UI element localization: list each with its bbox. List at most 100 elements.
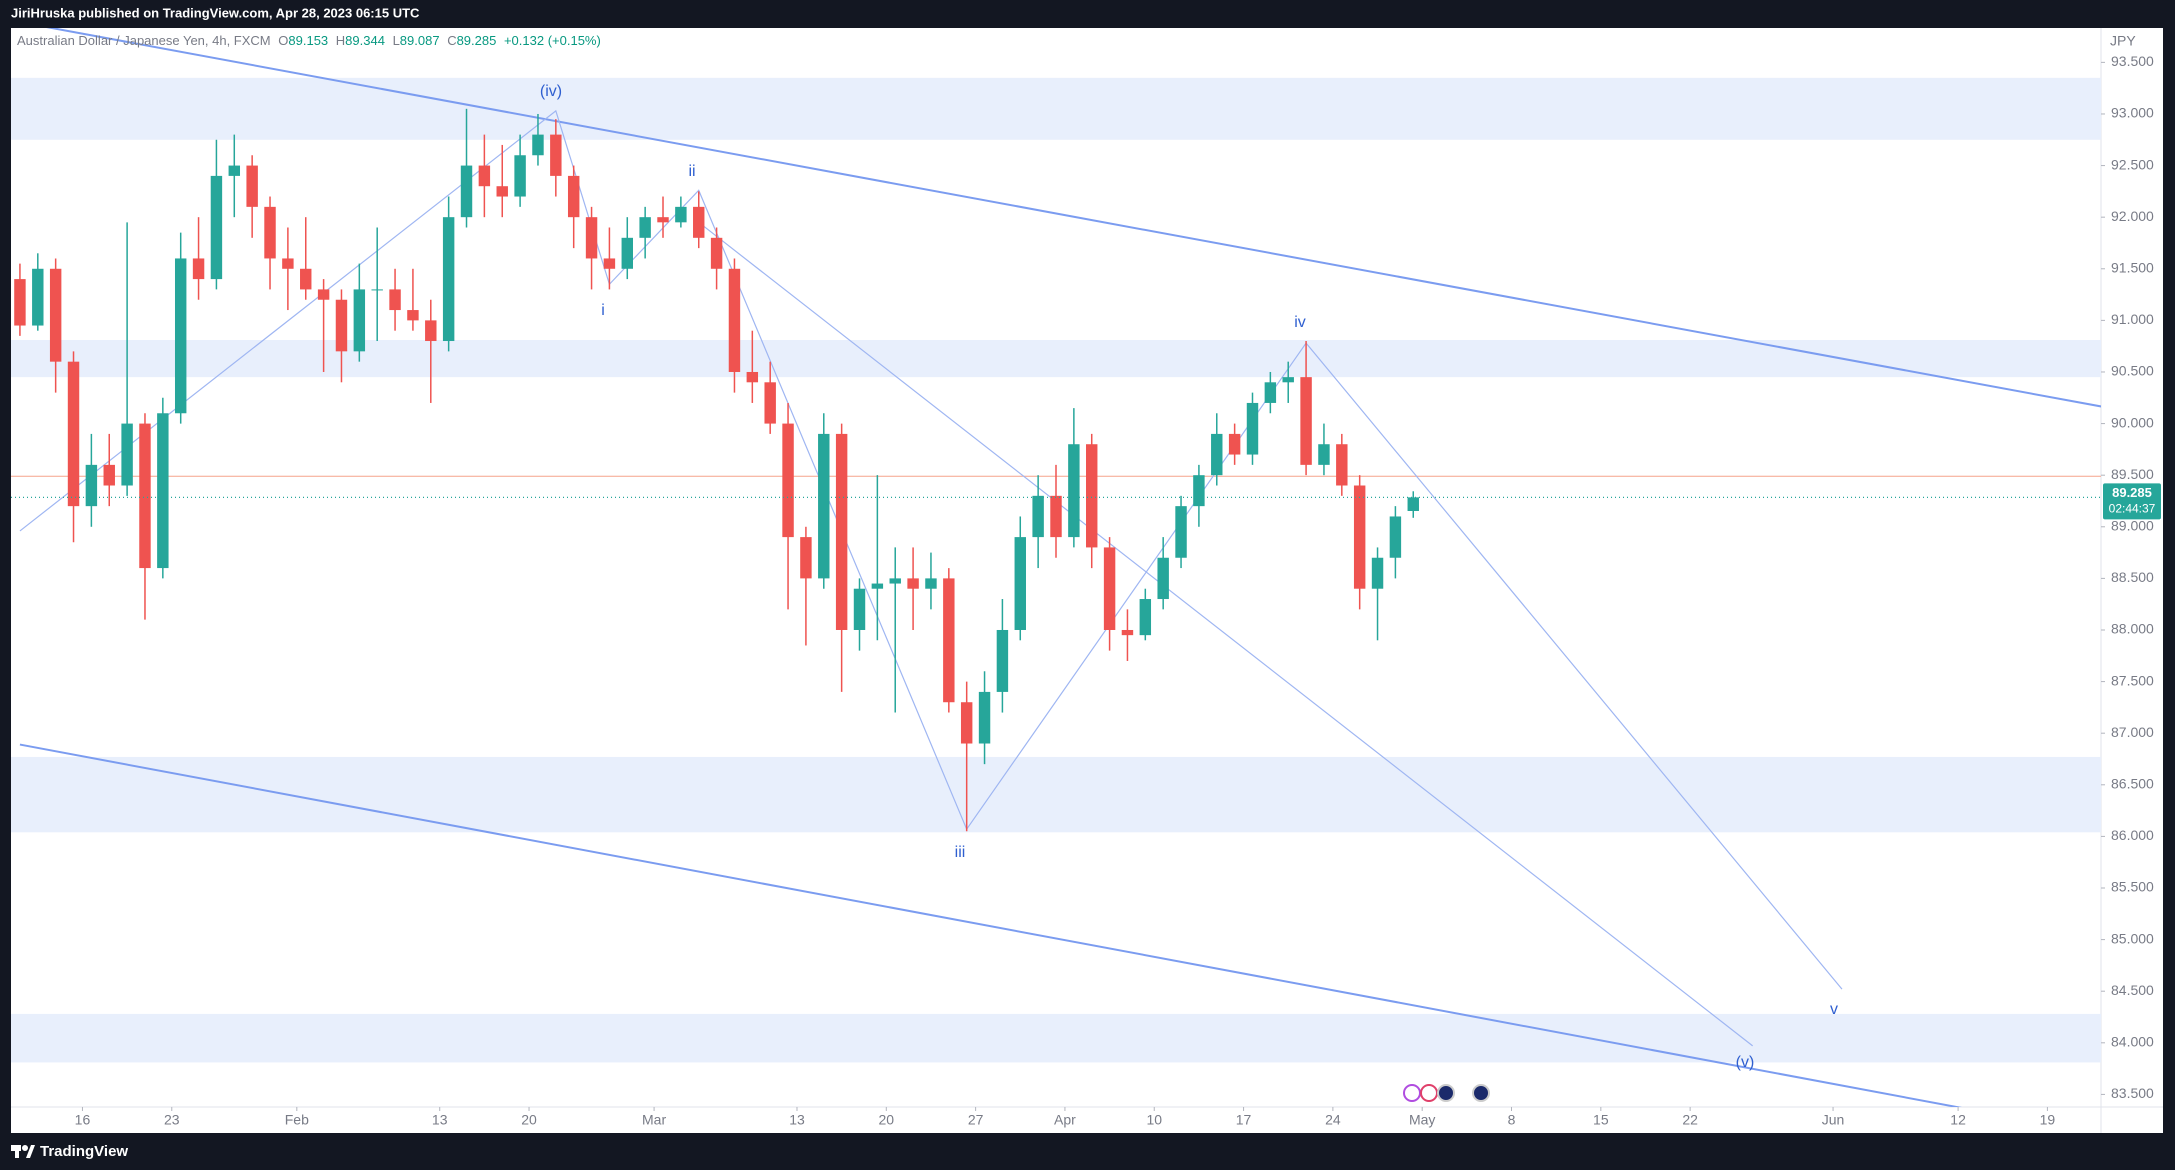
candle-body (960, 702, 973, 744)
y-tick-label: 92.500 (2111, 156, 2154, 172)
zone (11, 1013, 2101, 1063)
y-tick-label: 88.000 (2111, 621, 2154, 637)
candle-body (1282, 377, 1294, 383)
y-tick-label: 93.000 (2111, 105, 2154, 121)
change: +0.132 (+0.15%) (504, 33, 601, 48)
last-price-label: 89.285 (2112, 485, 2152, 500)
y-tick-label: 93.500 (2111, 53, 2154, 69)
close-value: 89.285 (457, 33, 497, 48)
x-tick-label: 20 (879, 1112, 895, 1128)
candle-body (460, 165, 473, 218)
event-icon[interactable] (1420, 1084, 1438, 1102)
candle-body (1211, 433, 1223, 476)
overlay: 83.500 84.000 84.500 85.000 85.500 86.000 86.5… (75, 53, 2161, 1128)
event-icon[interactable] (1472, 1084, 1490, 1102)
wave-label: iii (955, 844, 966, 861)
x-tick-label: 16 (75, 1112, 91, 1128)
y-tick-label: 84.000 (2111, 1034, 2154, 1050)
zone (11, 339, 2101, 378)
candle-body (1050, 495, 1062, 538)
candle-body (442, 217, 455, 342)
candle-body (907, 578, 919, 589)
y-tick-label: 86.500 (2111, 775, 2154, 791)
high-value: 89.344 (345, 33, 385, 48)
x-tick-label: Mar (642, 1112, 666, 1128)
x-tick-label: 19 (2040, 1112, 2056, 1128)
y-tick-label: 84.500 (2111, 982, 2154, 998)
candle-body (996, 629, 1009, 692)
candle-body (335, 299, 348, 352)
candle-body (1068, 444, 1080, 538)
candle-body (157, 413, 169, 569)
candle-body (210, 175, 223, 280)
low-value: 89.087 (400, 33, 440, 48)
event-icon[interactable] (1403, 1084, 1421, 1102)
wave-label: ii (688, 163, 695, 180)
candle-body (264, 206, 276, 259)
wave-label: (v) (1736, 1054, 1755, 1071)
candle-body (49, 268, 62, 362)
y-tick-label: 89.000 (2111, 517, 2154, 533)
candle-body (871, 583, 884, 589)
candle-body (550, 134, 562, 176)
candle-body (139, 423, 151, 569)
candle-body (675, 206, 687, 223)
x-tick-label: 27 (968, 1112, 984, 1128)
open-value: 89.153 (288, 33, 328, 48)
event-icon[interactable] (1437, 1084, 1455, 1102)
logo-dot (22, 1145, 28, 1151)
candle-body (1371, 557, 1384, 589)
candle-body (800, 537, 812, 579)
candle-body (1407, 497, 1419, 511)
candle-body (567, 175, 580, 218)
y-tick-label: 87.000 (2111, 724, 2154, 740)
zone (11, 756, 2101, 833)
y-tick-label: 90.500 (2111, 363, 2154, 379)
candle-body (943, 578, 955, 703)
y-tick-label: 83.500 (2111, 1085, 2154, 1101)
candle-body (746, 371, 759, 383)
candle-body (514, 155, 526, 197)
candle-body (853, 588, 866, 630)
candle-body (782, 423, 794, 538)
y-tick-label: 90.000 (2111, 414, 2154, 430)
candle-body (710, 237, 723, 269)
candle-body (1246, 402, 1259, 455)
candle-body (1264, 382, 1277, 403)
candle-body (1336, 444, 1348, 486)
candle-body (32, 268, 44, 326)
logo-stem (15, 1145, 19, 1158)
candle-body (282, 258, 294, 269)
candle-body (1353, 485, 1366, 589)
candle-body (1389, 516, 1402, 558)
candle-body (764, 382, 776, 424)
trend-line (19, 743, 1963, 1107)
candle-body (317, 289, 330, 300)
x-tick-label: May (1409, 1112, 1435, 1128)
candle-body (300, 268, 312, 290)
y-tick-label: 87.500 (2111, 672, 2154, 688)
symbol-legend: Australian Dollar / Japanese Yen, 4h, FX… (17, 33, 601, 48)
candle-body (407, 310, 419, 321)
trend-line (698, 221, 1754, 1047)
wave-label: (iv) (540, 83, 562, 100)
candle-body (925, 578, 937, 589)
x-tick-label: 20 (521, 1112, 537, 1128)
candle-body (657, 217, 669, 223)
y-tick-label: 85.000 (2111, 930, 2154, 946)
wave-label: iv (1294, 314, 1306, 331)
candle-body (1121, 629, 1134, 636)
close-label: C (447, 33, 456, 48)
candle-body (1300, 377, 1312, 465)
candle-body (246, 165, 258, 207)
candle-body (496, 186, 508, 197)
high-label: H (336, 33, 345, 48)
y-tick-label: 89.500 (2111, 466, 2154, 482)
logo-slash (26, 1145, 35, 1158)
y-tick-label: 91.500 (2111, 259, 2154, 275)
footer-brand: TradingView (40, 1143, 128, 1160)
zone (11, 77, 2101, 140)
x-tick-label: 24 (1325, 1112, 1341, 1128)
candle-body (121, 423, 133, 486)
candle-body (889, 578, 901, 584)
